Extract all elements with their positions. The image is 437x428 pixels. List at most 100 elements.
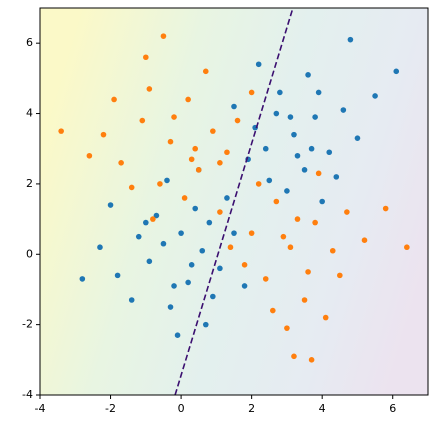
point [255,181,262,187]
y-tick-label: 6 [26,36,33,49]
point [178,230,184,236]
point [181,195,188,201]
point [100,131,107,138]
point [231,230,237,236]
point [305,72,311,78]
point [171,114,177,120]
point [217,160,223,166]
point [322,314,329,321]
point [273,198,280,205]
point [248,89,255,96]
point [192,145,198,152]
point [287,244,294,251]
point [294,216,301,222]
point [329,247,336,254]
point [382,205,389,212]
point [160,33,167,39]
y-tick-label: -4 [22,388,33,401]
axes-frame [39,7,429,396]
x-tick-label: 4 [319,402,326,415]
x-tick-label: -2 [105,402,116,415]
point [192,205,198,212]
point [262,276,269,282]
point [262,145,269,152]
point [308,145,315,152]
point [167,138,174,145]
point [312,114,318,120]
point [58,128,64,134]
point [107,202,114,208]
point [315,89,322,96]
point [354,135,361,141]
point [174,332,181,338]
point [315,170,322,177]
point [347,36,354,43]
point [185,279,191,286]
y-tick-label: -2 [22,318,33,331]
point [202,321,209,328]
point [217,265,223,272]
point [118,160,124,166]
point [231,103,237,110]
decision-boundary [174,8,294,395]
point [326,149,333,156]
point [188,262,195,268]
point [128,297,135,303]
point [195,167,202,173]
point [337,272,343,279]
x-tick-label: 2 [248,402,255,415]
point [277,89,283,96]
point [241,262,248,268]
point [210,293,216,300]
point [160,240,167,247]
point [157,181,163,187]
point [248,230,255,236]
point [291,353,297,360]
point [372,93,378,99]
point [344,209,350,215]
point [167,304,174,310]
point [217,209,223,215]
point [308,357,315,363]
point [361,237,368,243]
point [234,117,241,124]
y-tick-label: 0 [26,247,33,260]
point [333,174,340,180]
point [135,233,142,240]
point [227,244,234,251]
point [185,96,191,103]
point [164,177,170,184]
point [86,152,93,159]
point [291,131,297,138]
point [150,216,156,222]
point [270,307,276,314]
point [128,184,135,191]
point [111,96,117,103]
point [312,219,318,226]
point [143,54,149,61]
point [79,276,86,282]
point [139,117,146,124]
point [171,283,177,289]
point [199,247,206,254]
point [301,297,308,303]
y-tick-label: 4 [26,107,33,120]
point [146,258,153,265]
y-tick-label: 2 [26,177,33,190]
point [340,107,347,113]
point [255,61,262,68]
point [143,219,149,226]
point [153,212,160,219]
point [284,325,290,331]
point [114,272,121,279]
point [224,195,230,201]
point [284,188,290,194]
point [206,219,213,226]
point [210,128,216,134]
point [305,269,311,275]
point [393,68,400,75]
point [188,156,195,163]
point [404,244,410,251]
point [97,244,103,251]
point [301,167,308,173]
